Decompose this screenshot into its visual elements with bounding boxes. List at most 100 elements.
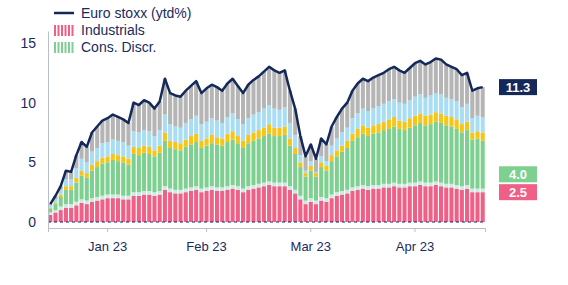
bar-segment: [126, 146, 130, 159]
bar-segment: [199, 141, 203, 148]
legend-swatch: [54, 42, 56, 53]
bar-segment: [152, 109, 156, 136]
bar-segment: [126, 165, 130, 196]
bar-segment: [345, 190, 349, 194]
bar-segment: [236, 186, 240, 190]
bar-segment: [397, 184, 401, 188]
bar-segment: [304, 156, 308, 170]
bar-segment: [132, 154, 136, 192]
bar-segment: [163, 115, 167, 133]
bar-segment: [90, 152, 94, 165]
x-tick: Mar 23: [291, 228, 331, 254]
bar-segment: [382, 73, 386, 104]
legend-swatch: [72, 25, 74, 36]
x-tick: Jan 23: [88, 228, 127, 254]
bar-segment: [100, 196, 104, 200]
bar-segment: [231, 113, 235, 131]
bar-segment: [455, 69, 459, 101]
bar-segment: [246, 186, 250, 190]
bar-segment: [392, 186, 396, 222]
bar-segment: [366, 111, 370, 128]
legend-item: Industrials: [54, 22, 145, 38]
bar-segment: [413, 125, 417, 182]
bar-segment: [262, 128, 266, 136]
bar-segment: [356, 137, 360, 186]
bar-segment: [382, 130, 386, 184]
legend-label: Industrials: [81, 22, 145, 38]
bar-segment: [324, 144, 328, 161]
bar-segment: [444, 64, 448, 97]
bar-segment: [382, 122, 386, 130]
bar-segment: [366, 186, 370, 190]
bar-segment: [465, 185, 469, 189]
bar-segment: [116, 141, 120, 155]
y-tick: 0: [28, 214, 48, 230]
bar-segment: [262, 136, 266, 183]
x-tick-mark: [414, 228, 415, 232]
bar-segment: [59, 207, 63, 211]
bar-segment: [288, 186, 292, 190]
y-tick-label: 15: [20, 35, 36, 51]
bar-segment: [152, 192, 156, 196]
bar-segment: [220, 146, 224, 188]
bar-segment: [189, 86, 193, 119]
bar-segment: [64, 186, 68, 190]
bar-segment: [95, 201, 99, 222]
legend-label: Euro stoxx (ytd%): [81, 5, 191, 21]
bar-segment: [152, 156, 156, 192]
bar-segment: [210, 118, 214, 135]
bar-segment: [246, 135, 250, 143]
bar-segment: [356, 84, 360, 114]
bar-segment: [455, 119, 459, 129]
bar-segment: [173, 142, 177, 149]
bar-segment: [74, 183, 78, 202]
bar-segment: [423, 125, 427, 182]
bar-segment: [335, 138, 339, 150]
bar-segment: [304, 201, 308, 205]
bar-segment: [121, 199, 125, 222]
bar-segment: [376, 106, 380, 124]
bar-segment: [116, 117, 120, 141]
annotation-box: [499, 184, 537, 200]
bar-segment: [345, 103, 349, 128]
bar-segment: [132, 147, 136, 154]
bar-segment: [309, 166, 313, 171]
bar-segment: [449, 184, 453, 188]
bar-segment: [397, 121, 401, 129]
bar-segment: [205, 191, 209, 222]
bar-segment: [95, 197, 99, 201]
bar-segment: [111, 154, 115, 160]
bar-segment: [53, 203, 57, 204]
bar-segment: [460, 190, 464, 222]
bar-segment: [475, 189, 479, 193]
annotation-label: 11.3: [506, 80, 531, 95]
bar-segment: [376, 75, 380, 106]
bar-segment: [220, 191, 224, 222]
bar-segment: [277, 128, 281, 136]
bar-segment: [293, 154, 297, 190]
bar-segment: [293, 135, 297, 148]
bar-segment: [189, 187, 193, 191]
bar-segment: [475, 138, 479, 188]
bar-segment: [449, 67, 453, 99]
bar-segment: [220, 123, 224, 139]
bar-segment: [184, 189, 188, 193]
bar-segment: [481, 192, 485, 222]
bar-segment: [210, 135, 214, 143]
y-tick: 15: [20, 35, 48, 51]
bar-segment: [408, 183, 412, 187]
legend-swatch: [65, 25, 67, 36]
bar-segment: [267, 181, 271, 185]
bar-segment: [194, 142, 198, 186]
bar-segment: [194, 116, 198, 134]
bar-segment: [69, 186, 73, 190]
bar-segment: [251, 189, 255, 222]
bar-segment: [397, 103, 401, 121]
annotation-label: 4.0: [509, 167, 527, 182]
bar-segment: [288, 146, 292, 187]
y-tick-label: 5: [28, 154, 36, 170]
bar-segment: [392, 99, 396, 117]
bar-segment: [319, 156, 323, 162]
bar-segment: [345, 128, 349, 141]
bar-segment: [173, 95, 177, 126]
